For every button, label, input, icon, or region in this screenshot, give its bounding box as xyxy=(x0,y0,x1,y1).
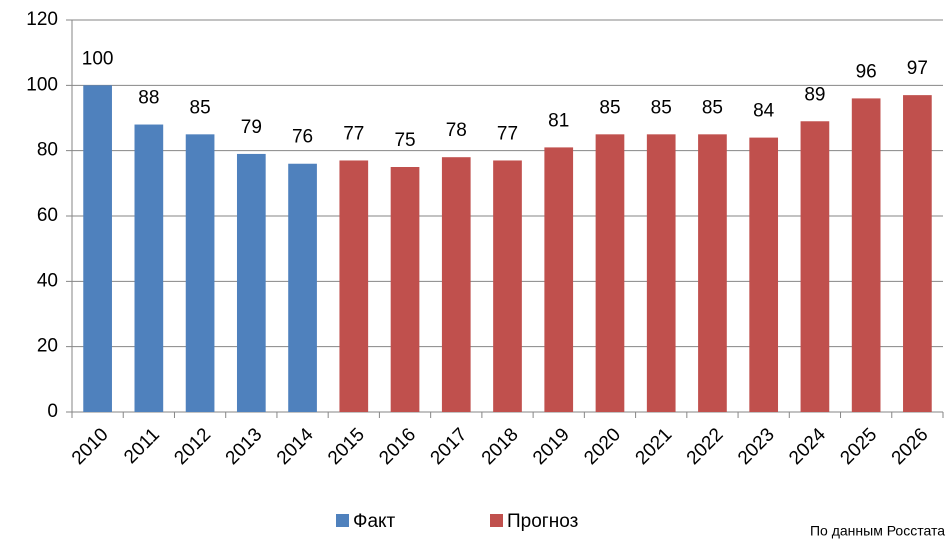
y-tick-label: 120 xyxy=(26,9,58,30)
x-tick-label: 2016 xyxy=(375,424,420,469)
y-tick-label: 60 xyxy=(37,205,58,226)
bar xyxy=(288,163,317,412)
bar xyxy=(236,153,266,412)
data-label: 78 xyxy=(446,120,467,141)
x-tick-label: 2019 xyxy=(529,424,574,469)
x-tick-label: 2018 xyxy=(478,424,523,469)
data-label: 89 xyxy=(804,84,825,105)
y-tick-label: 100 xyxy=(26,74,58,95)
x-tick-label: 2020 xyxy=(580,424,625,469)
data-label: 77 xyxy=(343,123,364,144)
data-label: 81 xyxy=(548,110,569,131)
bar xyxy=(698,134,727,413)
data-label: 75 xyxy=(394,130,415,151)
data-label: 88 xyxy=(138,88,159,109)
data-label: 84 xyxy=(753,101,775,122)
bar xyxy=(851,98,881,413)
x-tick-label: 2025 xyxy=(836,424,881,469)
bar xyxy=(493,160,522,412)
legend-swatch xyxy=(336,514,349,527)
bar xyxy=(595,134,625,413)
y-tick-label: 20 xyxy=(37,336,58,357)
data-label: 97 xyxy=(907,58,928,79)
bar xyxy=(390,167,420,412)
bar xyxy=(339,160,369,412)
x-tick-label: 2026 xyxy=(888,424,933,469)
data-label: 79 xyxy=(241,117,262,138)
bar xyxy=(749,137,779,412)
x-tick-label: 2013 xyxy=(222,424,267,469)
y-tick-label: 80 xyxy=(37,140,58,161)
bar xyxy=(441,157,471,412)
data-label: 85 xyxy=(702,97,723,118)
x-tick-label: 2010 xyxy=(68,424,113,469)
bar xyxy=(134,124,164,413)
bar xyxy=(646,134,676,413)
bar xyxy=(544,147,574,412)
x-tick-label: 2014 xyxy=(273,424,318,469)
data-label: 76 xyxy=(292,127,313,148)
data-label: 100 xyxy=(82,48,114,69)
annotation: По данным Росстата xyxy=(810,523,945,539)
bar xyxy=(903,95,932,412)
data-label: 96 xyxy=(856,61,877,82)
x-tick-label: 2022 xyxy=(683,424,728,469)
x-tick-label: 2017 xyxy=(427,424,472,469)
data-label: 77 xyxy=(497,123,518,144)
x-tick-label: 2015 xyxy=(324,424,369,469)
data-label: 85 xyxy=(651,97,672,118)
bar xyxy=(83,85,112,412)
x-tick-label: 2023 xyxy=(734,424,779,469)
data-label: 85 xyxy=(599,97,620,118)
x-tick-label: 2011 xyxy=(120,424,164,468)
legend-label: Прогноз xyxy=(507,511,578,532)
x-tick-label: 2012 xyxy=(170,424,215,469)
legend-label: Факт xyxy=(353,511,396,532)
bar xyxy=(185,134,215,413)
x-tick-label: 2024 xyxy=(785,424,830,469)
legend-swatch xyxy=(490,514,503,527)
data-label: 85 xyxy=(190,97,211,118)
y-tick-label: 40 xyxy=(37,270,58,291)
y-tick-label: 0 xyxy=(47,401,58,422)
x-tick-label: 2021 xyxy=(632,424,677,469)
bar xyxy=(800,121,830,413)
